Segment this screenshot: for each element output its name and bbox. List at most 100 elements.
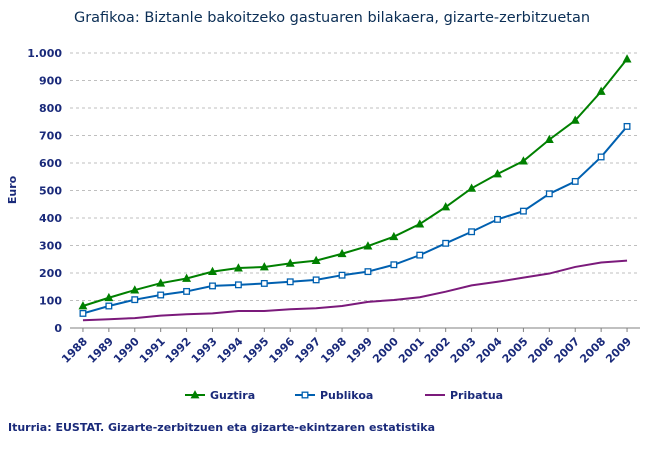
- data-point-guztira: [544, 134, 554, 144]
- legend-item-pribatua: Pribatua: [425, 389, 503, 402]
- data-point-guztira: [285, 258, 295, 267]
- series-line-publikoa: [82, 125, 628, 315]
- chart-title: Grafikoa: Biztanle bakoitzeko gastuaren …: [74, 10, 590, 26]
- data-point-publikoa: [494, 215, 501, 223]
- data-point-guztira: [208, 266, 217, 276]
- data-point-publikoa: [468, 228, 476, 236]
- x-tick-label: 1995: [241, 335, 272, 366]
- data-point-publikoa: [623, 122, 631, 130]
- legend-marker: [190, 390, 200, 399]
- data-point-guztira: [259, 262, 269, 271]
- data-point-guztira: [518, 156, 528, 165]
- y-tick-label: 200: [39, 267, 62, 280]
- data-point-guztira: [467, 183, 477, 192]
- series-group: [78, 54, 632, 322]
- data-point-guztira: [622, 54, 632, 63]
- x-tick-label: 2006: [526, 335, 557, 366]
- legend-item-publikoa: Publikoa: [295, 389, 373, 402]
- data-point-publikoa: [338, 271, 346, 279]
- legend-label: Publikoa: [320, 389, 373, 402]
- data-point-guztira: [493, 169, 502, 178]
- x-tick-label: 2004: [474, 335, 505, 366]
- x-tick-label: 1998: [318, 335, 349, 366]
- data-point-publikoa: [79, 309, 87, 317]
- data-point-guztira: [363, 241, 373, 250]
- series-guztira: [78, 54, 632, 310]
- data-point-guztira: [182, 273, 192, 282]
- x-ticks: 1988198919901991199219931994199519961997…: [59, 328, 634, 366]
- y-tick-label: 500: [39, 185, 62, 198]
- data-point-guztira: [337, 248, 347, 258]
- y-tick-label: 1.000: [27, 47, 62, 60]
- legend-item-guztira: Guztira: [185, 389, 255, 402]
- x-tick-label: 2005: [500, 335, 531, 366]
- data-point-publikoa: [571, 177, 579, 185]
- legend-label: Pribatua: [450, 389, 503, 402]
- data-point-guztira: [570, 115, 580, 124]
- x-tick-label: 1990: [111, 335, 142, 366]
- data-point-publikoa: [183, 287, 191, 295]
- series-pribatua: [82, 259, 628, 322]
- grid: [70, 52, 640, 329]
- data-point-publikoa: [260, 279, 268, 287]
- data-point-publikoa: [597, 153, 605, 161]
- y-tick-label: 800: [39, 102, 62, 115]
- x-tick-label: 2002: [422, 335, 453, 366]
- y-tick-label: 0: [54, 322, 62, 335]
- data-point-publikoa: [545, 190, 553, 198]
- data-point-guztira: [596, 86, 606, 95]
- data-point-publikoa: [209, 282, 216, 290]
- y-axis-label: Euro: [6, 175, 19, 204]
- y-tick-label: 400: [39, 212, 62, 225]
- data-point-publikoa: [519, 207, 527, 215]
- data-point-publikoa: [157, 291, 165, 299]
- y-tick-label: 600: [39, 157, 62, 170]
- data-point-guztira: [311, 255, 321, 265]
- x-tick-label: 2007: [552, 335, 583, 366]
- data-point-guztira: [389, 231, 399, 241]
- x-tick-label: 2001: [396, 335, 427, 366]
- x-tick-label: 1993: [189, 335, 220, 366]
- data-point-guztira: [130, 285, 140, 294]
- series-line-pribatua: [82, 259, 628, 322]
- source-note: Iturria: EUSTAT. Gizarte-zerbitzuen eta …: [8, 421, 435, 434]
- data-point-publikoa: [131, 296, 139, 304]
- data-point-guztira: [156, 278, 166, 287]
- data-point-guztira: [233, 263, 243, 272]
- x-tick-label: 2000: [370, 335, 401, 366]
- x-tick-label: 1992: [163, 335, 194, 366]
- data-point-guztira: [78, 301, 88, 310]
- y-ticks: 0 100 200 300 400 500 600 700 800 900 1.000: [27, 47, 62, 335]
- x-tick-label: 1997: [292, 335, 323, 366]
- y-tick-label: 900: [39, 75, 62, 88]
- data-point-publikoa: [105, 302, 113, 310]
- data-point-publikoa: [442, 239, 450, 247]
- data-point-publikoa: [364, 268, 372, 276]
- data-point-publikoa: [312, 276, 320, 284]
- y-tick-label: 700: [39, 130, 62, 143]
- legend-label: Guztira: [210, 389, 255, 402]
- legend: Guztira Publikoa Pribatua: [185, 389, 503, 402]
- x-tick-label: 1994: [215, 335, 246, 366]
- y-tick-label: 100: [39, 295, 62, 308]
- data-point-publikoa: [416, 251, 424, 259]
- x-tick-label: 2003: [448, 335, 479, 366]
- x-tick-label: 1999: [344, 335, 375, 366]
- data-point-publikoa: [286, 278, 294, 286]
- data-point-publikoa: [234, 281, 242, 289]
- x-tick-label: 1989: [85, 335, 116, 366]
- x-tick-label: 2009: [603, 335, 634, 366]
- data-point-guztira: [441, 202, 451, 211]
- x-tick-label: 2008: [577, 335, 608, 366]
- x-tick-label: 1991: [137, 335, 168, 366]
- data-point-publikoa: [390, 261, 398, 269]
- data-point-guztira: [415, 219, 425, 228]
- x-tick-label: 1996: [267, 335, 298, 366]
- y-tick-label: 300: [39, 240, 62, 253]
- legend-marker: [301, 391, 309, 399]
- series-publikoa: [79, 122, 631, 317]
- x-tick-label: 1988: [59, 335, 90, 366]
- data-point-guztira: [104, 292, 114, 302]
- series-line-guztira: [82, 58, 628, 307]
